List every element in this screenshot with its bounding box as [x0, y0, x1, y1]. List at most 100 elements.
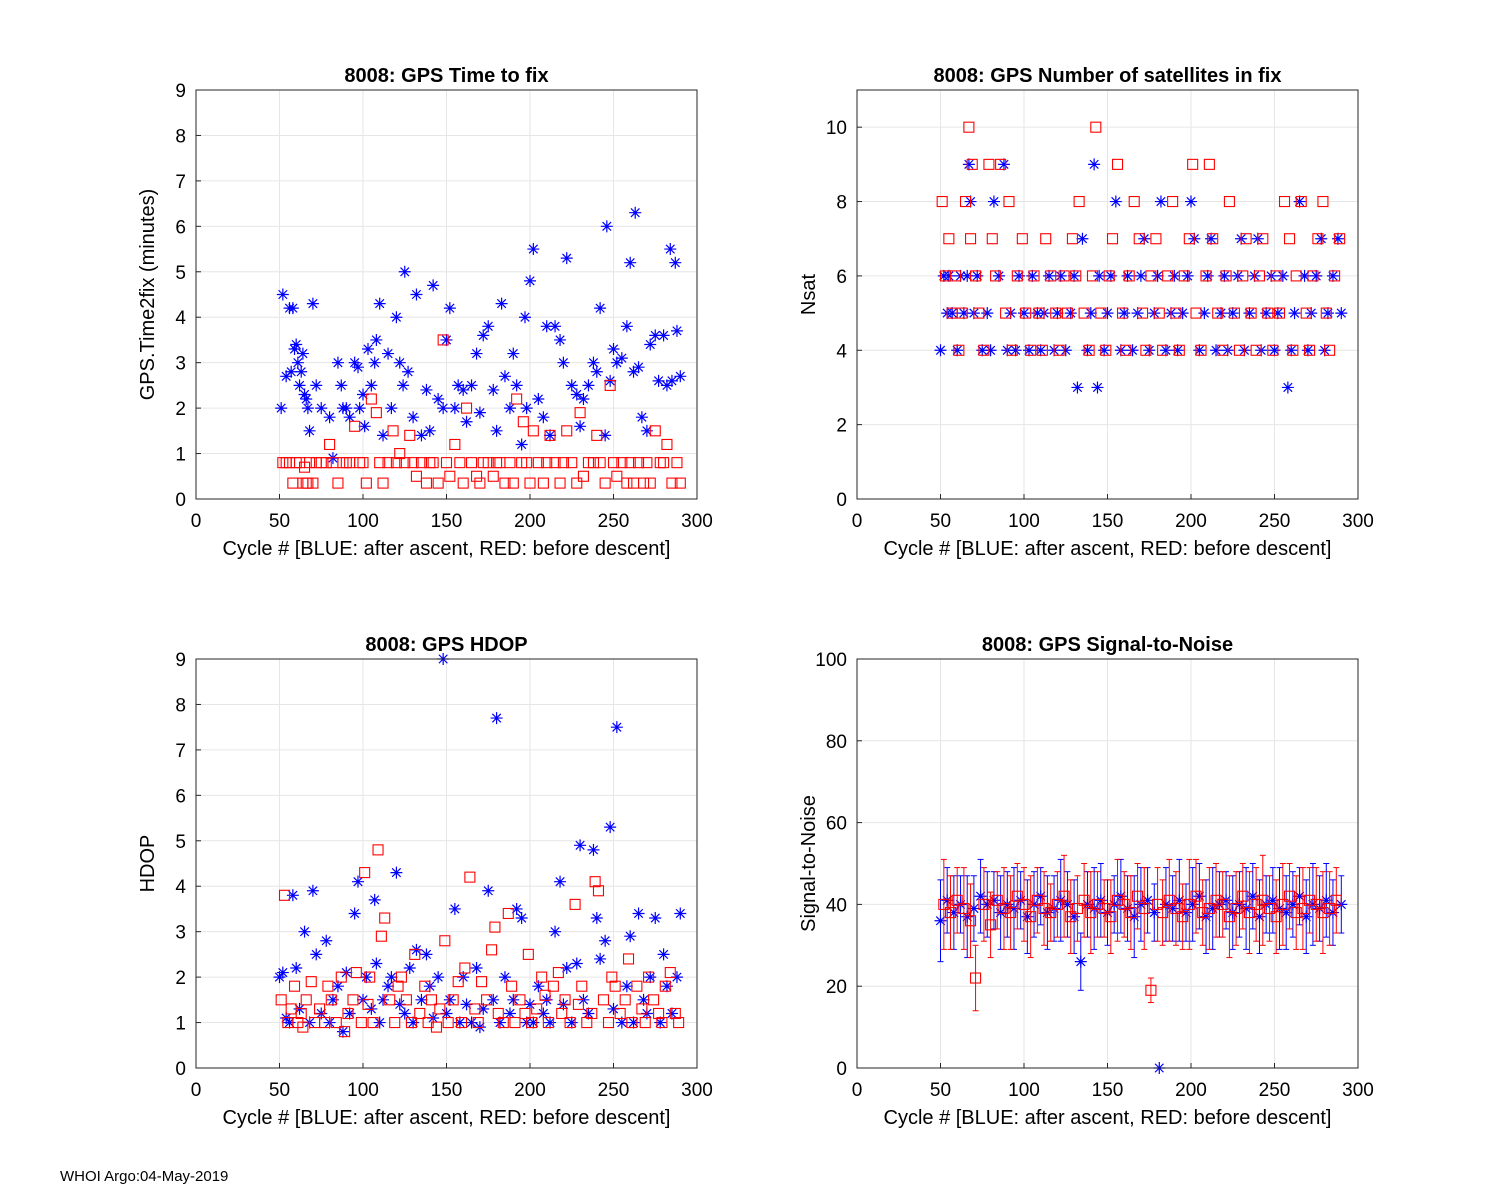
data-point-star	[1233, 898, 1246, 911]
data-point-square	[506, 980, 518, 992]
data-point-square	[1324, 902, 1336, 915]
data-point-star	[1148, 906, 1161, 919]
data-point-square	[653, 1007, 665, 1020]
data-point-star	[594, 952, 607, 965]
panel-num-satellites: 0 50 100 150 200 250 300 0 2 4 6 8 10 8008: GPS Numbe…	[798, 65, 1374, 560]
data-point-square	[1078, 894, 1090, 906]
data-point-square	[1207, 233, 1219, 245]
data-point-star	[570, 388, 583, 401]
data-point-square	[1237, 890, 1249, 902]
data-point-square	[658, 457, 670, 469]
y-tick-label: 10	[826, 118, 847, 139]
data-point-square	[666, 477, 678, 489]
data-point-square	[649, 425, 661, 437]
x-tick-label: 200	[514, 511, 546, 532]
y-tick-label: 40	[826, 895, 847, 916]
data-point-star	[1093, 269, 1106, 282]
data-point-square	[963, 121, 975, 133]
data-point-square	[1183, 233, 1195, 245]
data-point-square	[541, 457, 553, 469]
data-point-square	[1212, 307, 1224, 319]
data-point-star	[423, 424, 436, 437]
data-point-star	[358, 420, 371, 433]
data-point-star	[385, 971, 398, 984]
data-point-star	[351, 875, 364, 888]
data-point-star	[941, 894, 954, 907]
data-point-square	[622, 953, 635, 965]
data-point-star	[1310, 269, 1323, 282]
data-point-star	[652, 374, 665, 387]
data-point-star	[452, 379, 465, 392]
y-tick-label: 60	[826, 814, 847, 835]
data-point-square	[1178, 270, 1190, 282]
x-tick-label: 100	[347, 511, 379, 532]
data-point-square	[1116, 307, 1129, 319]
data-point-square	[607, 457, 620, 469]
y-tick-label: 0	[175, 490, 186, 511]
data-point-square	[559, 994, 571, 1006]
data-point-square	[384, 994, 396, 1006]
data-point-square	[1153, 307, 1165, 319]
y-tick-label: 20	[826, 977, 847, 998]
data-point-square	[390, 457, 402, 469]
data-point-star	[1266, 894, 1279, 907]
data-point-square	[1011, 890, 1023, 902]
data-point-star	[1034, 890, 1047, 903]
data-point-square	[1329, 270, 1341, 282]
data-point-square	[1133, 233, 1145, 245]
x-tick-label: 100	[1008, 511, 1040, 532]
data-point-square	[367, 1017, 379, 1029]
data-point-star	[298, 925, 311, 938]
data-point-square	[951, 894, 963, 906]
data-point-square	[430, 1021, 443, 1033]
data-point-square	[970, 972, 982, 984]
data-point-star	[1034, 344, 1047, 357]
data-point-star	[1226, 307, 1239, 320]
data-point-square	[1058, 270, 1070, 282]
data-point-square	[526, 1017, 538, 1029]
data-point-square	[1273, 307, 1286, 319]
series-after-ascent	[934, 858, 1348, 1074]
data-point-square	[1233, 344, 1245, 356]
data-point-square	[616, 457, 628, 469]
data-point-star	[1181, 269, 1194, 282]
data-point-square	[1095, 307, 1107, 319]
data-point-star	[957, 307, 970, 320]
data-point-star	[403, 962, 416, 975]
data-point-square	[1106, 233, 1119, 245]
data-point-star	[1088, 902, 1101, 915]
data-point-star	[1012, 269, 1025, 282]
data-point-star	[1009, 344, 1022, 357]
data-point-square	[330, 1017, 342, 1029]
data-point-square	[589, 876, 601, 888]
data-point-square	[509, 1017, 521, 1029]
data-point-square	[1103, 270, 1115, 282]
data-point-square	[1203, 902, 1215, 915]
data-point-square	[1033, 307, 1045, 319]
data-point-star	[283, 1016, 296, 1029]
data-point-star	[285, 365, 298, 378]
data-point-square	[1138, 902, 1150, 915]
data-point-star	[432, 393, 445, 406]
data-point-square	[1230, 902, 1242, 915]
data-point-star	[503, 402, 516, 415]
data-point-square	[1250, 898, 1262, 910]
data-point-square	[489, 921, 501, 933]
data-point-square	[959, 195, 972, 208]
data-point-square	[1118, 898, 1130, 910]
data-point-star	[934, 344, 947, 357]
y-tick-label: 6	[175, 786, 186, 807]
data-point-star	[540, 320, 553, 333]
data-point-star	[473, 406, 486, 419]
data-point-star	[582, 1007, 595, 1020]
data-point-star	[1074, 955, 1087, 968]
data-point-square	[991, 894, 1003, 906]
data-point-square	[1283, 890, 1296, 902]
data-point-star	[490, 712, 503, 725]
data-point-square	[1270, 911, 1282, 923]
data-point-square	[978, 344, 990, 356]
data-point-star	[574, 420, 587, 433]
data-point-star	[1101, 906, 1114, 919]
data-point-square	[619, 994, 631, 1006]
